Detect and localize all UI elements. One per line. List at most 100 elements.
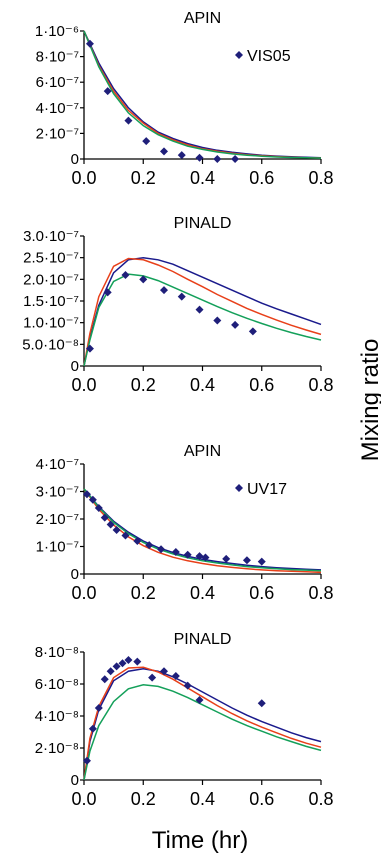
data-point (85, 39, 94, 48)
data-point (195, 696, 204, 704)
y-tick-label: 6·10⁻⁷ (36, 74, 79, 91)
y-tick-label: 2.5·10⁻⁷ (23, 250, 79, 267)
legend-label: VIS05 (247, 48, 291, 65)
figure-y-axis-label: Mixing ratio (357, 339, 381, 462)
y-tick-label: 4·10⁻⁸ (35, 708, 79, 725)
data-point (159, 286, 168, 295)
x-tick-label: 0.4 (190, 789, 215, 809)
data-point (103, 87, 112, 96)
data-point (195, 153, 204, 162)
data-point (94, 504, 103, 512)
data-point (142, 137, 151, 146)
series-line-3 (83, 488, 322, 572)
data-point (112, 526, 121, 534)
data-point (118, 659, 127, 668)
x-tick-label: 0.0 (71, 583, 96, 603)
x-tick-label: 0.8 (308, 789, 333, 809)
series-line-2 (83, 488, 322, 574)
data-point (159, 667, 168, 676)
data-point (145, 541, 154, 550)
data-point (213, 316, 222, 325)
x-tick-label: 0.6 (249, 789, 274, 809)
y-tick-label: 1·10⁻⁷ (36, 539, 79, 556)
data-point (100, 513, 109, 522)
figure-x-axis-label: Time (hr) (152, 827, 248, 854)
x-tick-label: 0.0 (71, 168, 96, 188)
data-point (159, 147, 168, 156)
data-point (88, 724, 97, 733)
chart-panel-1: APIN 0.0 0.2 0.4 0.6 0.8 0 2·10⁻⁷ 4·10⁻⁷ 6·10⁻⁷ 8·… (35, 10, 334, 188)
x-tick-label: 0.6 (249, 168, 274, 188)
chart-title: APIN (184, 10, 221, 27)
x-tick-label: 0.2 (131, 789, 156, 809)
data-point (183, 550, 192, 559)
data-point (82, 490, 91, 499)
data-point (222, 554, 231, 563)
data-point (257, 557, 266, 566)
data-point (231, 320, 240, 329)
legend-label: UV17 (247, 481, 287, 498)
data-point (85, 344, 94, 353)
x-tick-label: 0.4 (190, 375, 215, 395)
data-point (257, 699, 266, 708)
y-tick-label: 0 (71, 358, 79, 375)
data-point (112, 662, 121, 671)
data-point (94, 704, 103, 712)
data-point (106, 667, 115, 676)
data-point (201, 553, 210, 562)
data-point (121, 531, 130, 540)
chart-title: APIN (184, 443, 221, 460)
data-point (177, 151, 186, 160)
x-tick-label: 0.2 (131, 375, 156, 395)
y-tick-label: 1.5·10⁻⁷ (23, 293, 79, 310)
y-tick-label: 3.0·10⁻⁷ (23, 228, 79, 245)
data-point (231, 155, 240, 163)
series-line-1 (83, 256, 322, 367)
x-tick-label: 0.8 (308, 583, 333, 603)
data-point (121, 271, 130, 279)
data-point (195, 305, 204, 314)
legend-marker (235, 484, 243, 492)
data-point (106, 520, 115, 529)
y-tick-label: 2·10⁻⁸ (35, 740, 79, 757)
y-tick-label: 6·10⁻⁸ (35, 676, 79, 693)
chart-title: PINALD (174, 631, 232, 648)
data-point (242, 556, 251, 565)
y-tick-label: 3·10⁻⁷ (36, 484, 79, 501)
data-point (177, 292, 186, 301)
x-tick-label: 0.4 (190, 168, 215, 188)
y-tick-label: 0 (71, 151, 79, 168)
x-tick-label: 0.4 (190, 583, 215, 603)
chart-panel-3: APIN 0.0 0.2 0.4 0.6 0.8 0 1·10⁻⁷ 2·10⁻⁷ 3·10⁻⁷ 4·… (36, 443, 334, 603)
series-line-3 (83, 273, 322, 367)
series-line-3 (83, 684, 322, 781)
data-point (124, 656, 133, 664)
data-point (148, 673, 157, 682)
series-line-2 (83, 666, 322, 781)
y-tick-label: 4·10⁻⁷ (36, 456, 79, 473)
data-point (88, 495, 97, 504)
y-tick-label: 1.0·10⁻⁷ (23, 315, 79, 332)
series-line-2 (83, 257, 322, 367)
y-tick-label: 2·10⁻⁷ (36, 125, 79, 142)
series-line-1 (83, 488, 322, 571)
y-tick-label: 8·10⁻⁸ (35, 644, 79, 661)
data-point (195, 552, 204, 561)
series-line-3 (83, 30, 322, 159)
data-point (133, 657, 142, 666)
data-point (124, 116, 133, 125)
y-tick-label: 2·10⁻⁷ (36, 511, 79, 528)
y-tick-label: 1·10⁻⁶ (35, 23, 79, 40)
data-point (157, 545, 166, 554)
chart-panel-2: PINALD 0.0 0.2 0.4 0.6 0.8 0 5.0·10⁻⁸ 1.0·10⁻⁷ 1.… (22, 215, 333, 395)
series-line-1 (83, 668, 322, 781)
data-point (139, 275, 148, 284)
y-tick-label: 8·10⁻⁷ (36, 49, 79, 66)
x-tick-label: 0.6 (249, 583, 274, 603)
data-point (183, 681, 192, 690)
data-point (103, 288, 112, 297)
chart-panel-4: PINALD 0.0 0.2 0.4 0.6 0.8 0 2·10⁻⁸ 4·10⁻⁸ 6·10⁻⁸… (35, 631, 334, 809)
x-tick-label: 0.0 (71, 789, 96, 809)
data-point (171, 672, 180, 680)
